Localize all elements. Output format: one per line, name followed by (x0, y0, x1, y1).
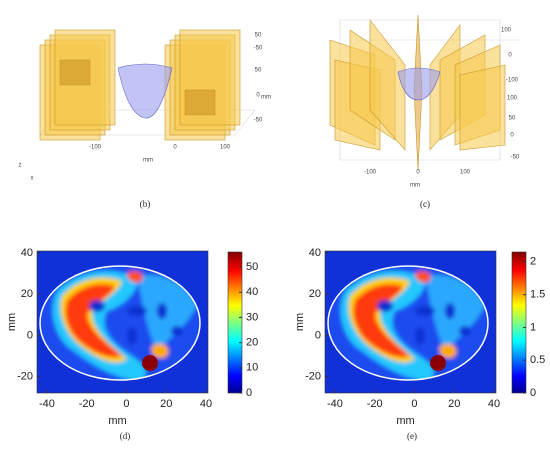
x-tick-label: 0 (123, 398, 129, 410)
colorbar (511, 251, 527, 394)
axis-label-3d: 50 (255, 68, 262, 74)
x-tick-label: -40 (327, 398, 343, 410)
colorbar (227, 251, 243, 394)
colorbar-tick-label: 0 (530, 387, 536, 399)
axis-label-3d: 100 (220, 145, 231, 151)
plot-frame (36, 250, 209, 394)
y-tick-label: 0 (27, 329, 33, 341)
colorbar-tick-label: 1 (530, 321, 536, 333)
axis-label-3d: 100 (501, 28, 512, 34)
panel-label: (e) (407, 431, 417, 441)
axis-label-3d: 0 (256, 93, 260, 99)
y-tick-label: 40 (309, 247, 321, 259)
y-tick-label: 40 (21, 247, 33, 259)
axis-label-3d: 100 (507, 96, 518, 102)
colorbar-tick-label: 20 (246, 337, 258, 349)
axis-label-3d: 0 (508, 53, 512, 59)
x-tick-label: -20 (367, 398, 383, 410)
colorbar-tick-label: 0.5 (530, 354, 545, 366)
colorbar-tick-label: 1.5 (530, 289, 545, 301)
axis-label-3d: 0 (416, 170, 420, 176)
y-tick-label: 20 (309, 288, 321, 300)
colorbar-tick-label: 0 (246, 387, 252, 399)
axis-label-3d: -100 (89, 145, 102, 151)
heatmap-image (325, 251, 496, 393)
colorbar-tick-label: 40 (246, 286, 258, 298)
axis-label-3d: 50 (509, 116, 516, 122)
axis-label-3d: 0 (510, 133, 514, 139)
render-c (329, 14, 520, 171)
axis-label-3d: -50 (254, 46, 263, 52)
colorbar-tick-label: 50 (246, 261, 258, 273)
panel-label: (c) (420, 199, 430, 209)
axis-label-3d: mm (143, 158, 153, 164)
colorbar-tick-label: 30 (246, 311, 258, 323)
x-axis-label: mm (108, 415, 126, 427)
axis-label-3d: 50 (255, 33, 262, 39)
x-tick-label: 20 (448, 398, 460, 410)
y-axis-label: mm (6, 313, 18, 331)
axis-label-3d: -100 (506, 78, 519, 84)
x-tick-label: -40 (39, 398, 55, 410)
plot-frame (324, 250, 497, 394)
axis-label-3d: mm (410, 183, 420, 189)
heatmap-image (37, 251, 208, 393)
axis-label-3d: -50 (254, 118, 263, 124)
colorbar-tick-label: 10 (246, 362, 258, 374)
axis-label-3d: 100 (460, 170, 471, 176)
y-tick-label: -20 (305, 370, 321, 382)
y-tick-label: -20 (17, 370, 33, 382)
y-tick-label: 0 (315, 329, 321, 341)
panel-label: (b) (140, 199, 151, 209)
axis-label-3d: 0 (173, 145, 177, 151)
axis-label-3d: z (19, 163, 22, 169)
axis-label-3d: x (31, 176, 34, 182)
axis-label-3d: mm (261, 95, 271, 101)
x-tick-label: 40 (488, 398, 500, 410)
x-axis-label: mm (396, 415, 414, 427)
x-tick-label: -20 (79, 398, 95, 410)
axis-label-3d: -100 (364, 170, 377, 176)
render-b (39, 29, 256, 141)
x-tick-label: 20 (160, 398, 172, 410)
x-tick-label: 0 (411, 398, 417, 410)
colorbar-tick-label: 2 (530, 256, 536, 268)
x-tick-label: 40 (200, 398, 212, 410)
y-tick-label: 20 (21, 288, 33, 300)
panel-label: (d) (120, 431, 131, 441)
axis-label-3d: -50 (511, 155, 520, 161)
y-axis-label: mm (294, 313, 306, 331)
